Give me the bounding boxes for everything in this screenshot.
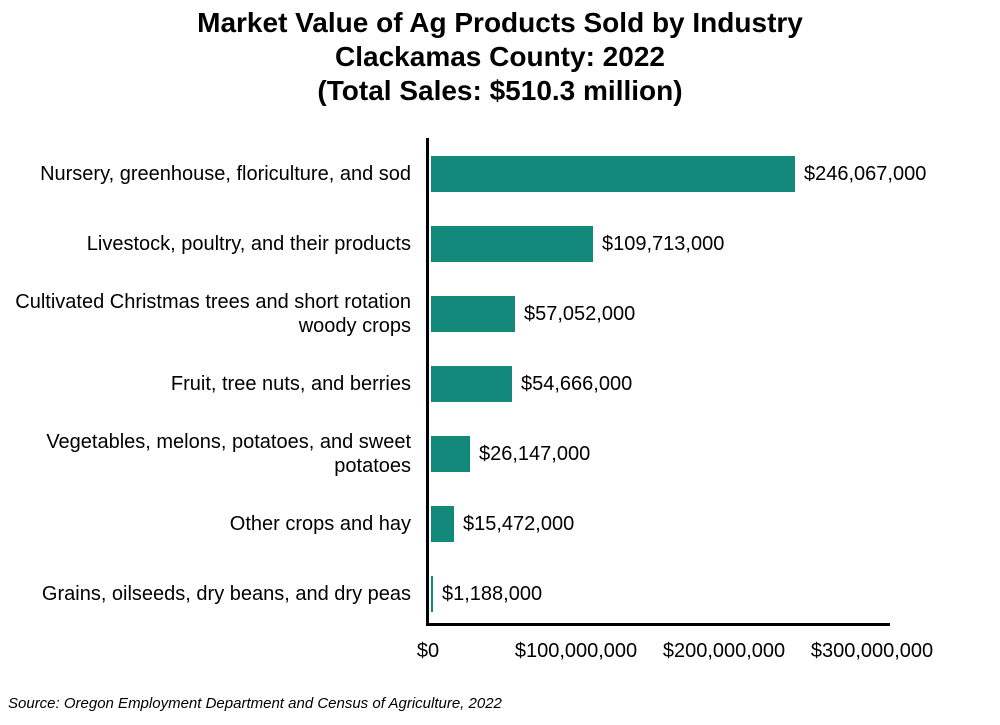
x-tick-label: $100,000,000 xyxy=(514,640,638,662)
bar-row: Cultivated Christmas trees and short rot… xyxy=(0,279,1000,349)
plot-area: Nursery, greenhouse, floriculture, and s… xyxy=(0,139,1000,629)
bar-row: Other crops and hay $15,472,000 xyxy=(0,489,1000,559)
value-label: $15,472,000 xyxy=(463,512,575,535)
category-label: Vegetables, melons, potatoes, and sweet … xyxy=(46,431,411,477)
bar-track: $246,067,000 xyxy=(428,139,1000,209)
x-tick-label: $0 xyxy=(416,640,440,662)
value-label: $109,713,000 xyxy=(602,232,725,255)
bar xyxy=(431,156,795,192)
category-label: Nursery, greenhouse, floriculture, and s… xyxy=(40,163,411,185)
y-axis-line xyxy=(426,138,429,626)
x-tick-label: $300,000,000 xyxy=(810,640,934,662)
bar xyxy=(431,366,512,402)
bar xyxy=(431,226,593,262)
chart-title-line-1: Market Value of Ag Products Sold by Indu… xyxy=(197,7,803,38)
bar xyxy=(431,296,515,332)
x-axis-ticks: $0 $100,000,000 $200,000,000 $300,000,000 xyxy=(0,640,1000,666)
category-label: Other crops and hay xyxy=(229,513,411,535)
chart-title-line-2: Clackamas County: 2022 xyxy=(335,41,665,73)
category-label: Cultivated Christmas trees and short rot… xyxy=(15,291,411,337)
bar-track: $57,052,000 xyxy=(428,279,1000,349)
category-label: Livestock, poultry, and their products xyxy=(86,233,411,255)
bar xyxy=(431,436,470,472)
bar-track: $15,472,000 xyxy=(428,489,1000,559)
bar-track: $26,147,000 xyxy=(428,419,1000,489)
value-label: $57,052,000 xyxy=(524,302,636,325)
category-label: Fruit, tree nuts, and berries xyxy=(170,373,411,395)
chart-title: Market Value of Ag Products Sold by Indu… xyxy=(0,6,1000,108)
bar-row: Fruit, tree nuts, and berries $54,666,00… xyxy=(0,349,1000,419)
bar-row: Livestock, poultry, and their products $… xyxy=(0,209,1000,279)
bar xyxy=(431,506,454,542)
source-note: Source: Oregon Employment Department and… xyxy=(8,695,502,712)
value-label: $54,666,000 xyxy=(521,372,633,395)
bar-row: Nursery, greenhouse, floriculture, and s… xyxy=(0,139,1000,209)
bar-row: Vegetables, melons, potatoes, and sweet … xyxy=(0,419,1000,489)
bar-track: $109,713,000 xyxy=(428,209,1000,279)
value-label: $26,147,000 xyxy=(479,442,591,465)
bar-row: Grains, oilseeds, dry beans, and dry pea… xyxy=(0,559,1000,629)
value-label: $1,188,000 xyxy=(442,582,543,605)
x-tick-label: $200,000,000 xyxy=(662,640,786,662)
category-label: Grains, oilseeds, dry beans, and dry pea… xyxy=(41,583,411,605)
bar-track: $1,188,000 xyxy=(428,559,1000,629)
x-axis-line xyxy=(426,623,890,626)
bar-track: $54,666,000 xyxy=(428,349,1000,419)
bar xyxy=(431,576,433,612)
chart-title-line-3: (Total Sales: $510.3 million) xyxy=(317,75,683,107)
value-label: $246,067,000 xyxy=(804,162,927,185)
